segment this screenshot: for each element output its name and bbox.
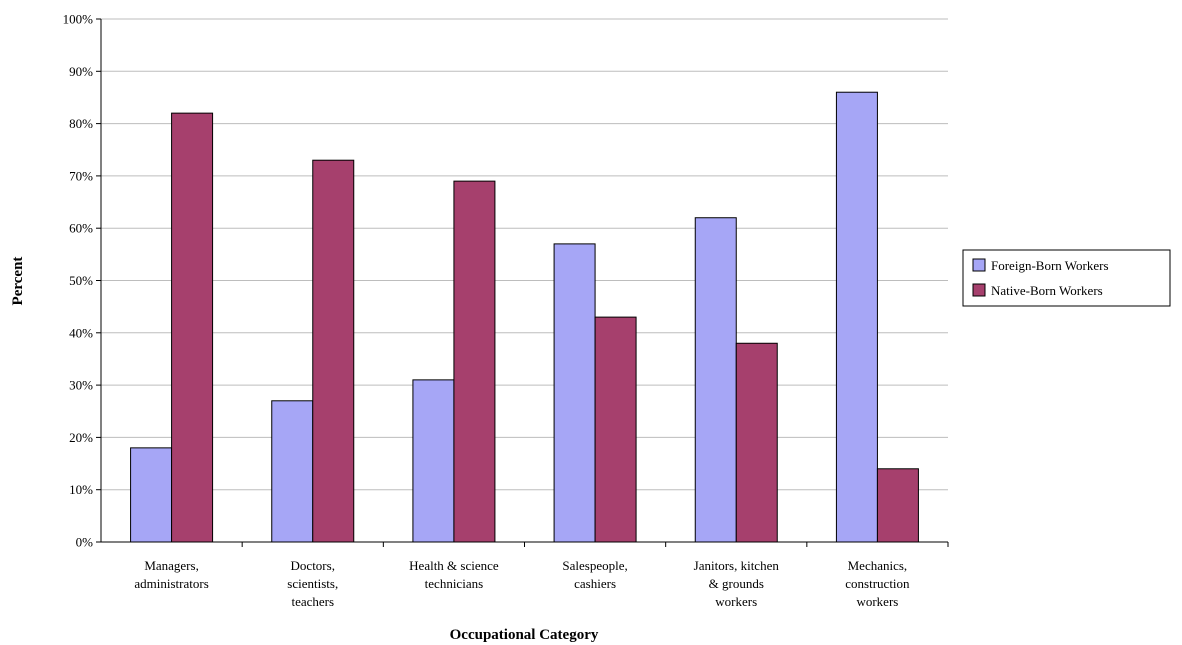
y-tick-label: 30% <box>69 378 93 393</box>
y-tick-label: 90% <box>69 64 93 79</box>
x-category-labels: Managers, administrators Doctors, scientist… <box>134 558 910 609</box>
axes <box>96 18 949 547</box>
x-axis-title: Occupational Category <box>450 627 599 643</box>
x-category-label: Doctors, scientists, teachers <box>287 558 338 609</box>
bar-foreign-born <box>694 217 737 543</box>
y-tick-label: 70% <box>69 168 93 183</box>
bar-foreign-born <box>553 243 596 543</box>
bars <box>130 91 919 543</box>
bar-foreign-born <box>412 379 455 543</box>
bar-foreign-born <box>271 400 314 543</box>
gridlines <box>101 18 948 491</box>
bar-foreign-born <box>835 91 878 543</box>
x-category-label: Mechanics, construction workers <box>845 558 910 609</box>
legend-swatch-native-born <box>972 283 986 297</box>
x-category-label: Health & science technicians <box>409 558 499 591</box>
y-axis-title: Percent <box>10 257 26 306</box>
y-tick-label: 50% <box>69 273 93 288</box>
y-tick-label: 100% <box>63 12 94 27</box>
legend-label-foreign-born: Foreign-Born Workers <box>991 258 1109 273</box>
y-tick-label: 10% <box>69 482 93 497</box>
x-category-label: Managers, administrators <box>134 558 208 591</box>
bar-foreign-born <box>130 447 173 543</box>
bar-native-born <box>171 112 214 543</box>
legend-box <box>962 249 1171 307</box>
legend-swatch-foreign-born <box>972 258 986 272</box>
legend-label-native-born: Native-Born Workers <box>991 283 1103 298</box>
y-tick-label: 40% <box>69 325 93 340</box>
y-tick-label: 80% <box>69 116 93 131</box>
bar-native-born <box>453 180 496 543</box>
legend: Foreign-Born Workers Native-Born Workers <box>962 249 1171 307</box>
x-category-label: Salespeople, cashiers <box>562 558 627 591</box>
bar-native-born <box>876 468 919 543</box>
y-tick-label: 20% <box>69 430 93 445</box>
y-tick-label: 60% <box>69 221 93 236</box>
y-tick-labels: 0% 10% 20% 30% 40% 50% 60% 70% 80% 90% 100% <box>63 12 94 550</box>
bar-native-born <box>312 159 355 543</box>
y-tick-label: 0% <box>76 535 94 550</box>
bar-native-born <box>594 316 637 543</box>
x-category-label: Janitors, kitchen & grounds workers <box>694 558 780 609</box>
bar-native-born <box>735 342 778 543</box>
